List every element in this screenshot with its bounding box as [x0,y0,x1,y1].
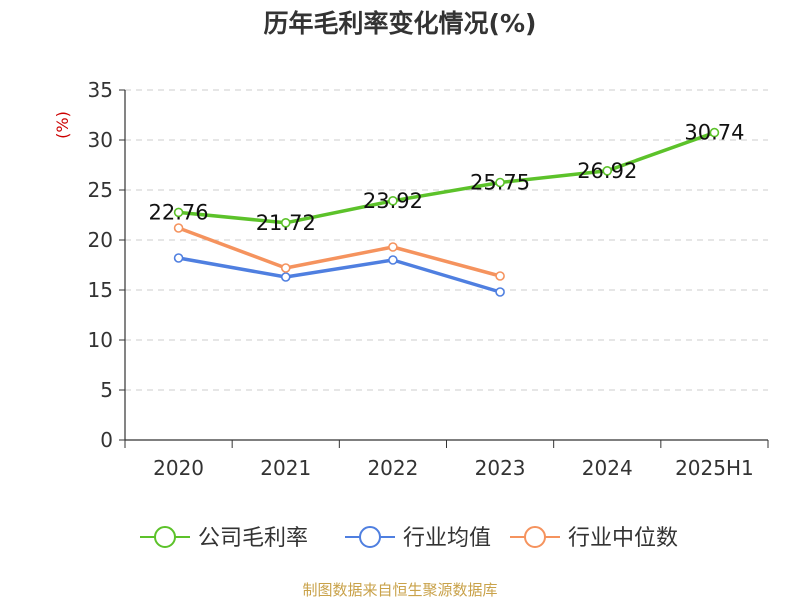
y-tick-label: 0 [100,428,113,452]
y-tick-label: 25 [88,178,113,202]
data-point [495,177,505,188]
data-point [173,253,184,263]
data-point [388,255,398,265]
data-label: 23.92 [363,189,423,213]
data-point [280,272,291,282]
y-tick-label: 30 [88,128,113,152]
data-point [280,218,291,228]
data-point [388,196,398,206]
y-tick-label: 10 [88,328,113,352]
data-point [709,127,720,138]
legend-label-2: 行业均值 [403,526,491,551]
series-line-1 [178,130,716,225]
x-tick-label: 2022 [367,456,418,480]
x-tick-label: 2021 [260,456,311,480]
data-label: 21.72 [256,211,316,235]
data-point [495,271,505,281]
x-tick-label: 2025H1 [675,456,754,480]
data-point [602,166,613,176]
y-axis-label: (%) [53,111,72,139]
series-layer [173,127,720,297]
y-tick-label: 15 [88,278,113,302]
chart-title: 历年毛利率变化情况(%) [264,9,537,38]
y-tick-label: 20 [88,228,113,252]
x-tick-label: 2020 [153,456,204,480]
data-point [280,263,291,273]
x-tick-label: 2023 [475,456,526,480]
y-tick-label: 35 [88,78,113,102]
series-line-3 [177,226,501,278]
data-labels: 22.76 21.72 23.92 25.75 26.92 30.74 [149,121,745,235]
legend-label-3: 行业中位数 [568,526,678,551]
legend-marker-2 [359,526,381,548]
data-point [495,287,505,297]
data-point [173,207,184,218]
legend-marker-1 [154,526,176,548]
data-point [388,242,398,252]
legend: 公司毛利率 行业均值 行业中位数 [140,526,678,551]
legend-marker-3 [524,526,546,548]
data-label: 26.92 [577,159,637,183]
data-label: 22.76 [149,200,209,224]
data-label: 25.75 [470,171,530,195]
data-point [173,223,184,233]
data-label: 30.74 [684,121,744,145]
legend-label-1: 公司毛利率 [198,526,308,551]
y-tick-label: 5 [100,378,113,402]
grid-lines [125,89,768,391]
axes: 0 5 10 15 20 25 30 35 2020 2021 2022 2023 2024 2025H1 [88,78,769,480]
x-tick-label: 2024 [582,456,633,480]
source-note: 制图数据来自恒生聚源数据库 [302,581,497,599]
series-line-2 [178,256,501,294]
